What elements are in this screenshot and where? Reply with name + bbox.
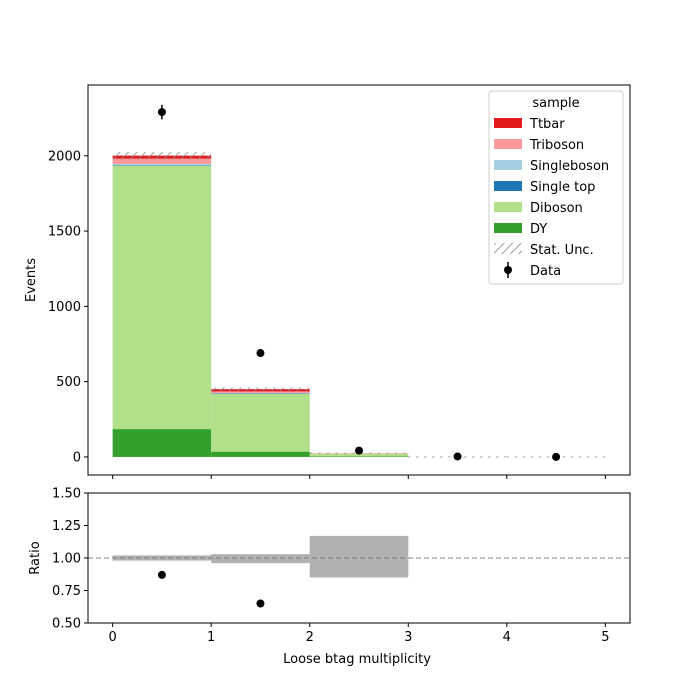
- ratio-ytick-label-2: 1.00: [52, 552, 81, 567]
- legend-frame: [488, 90, 624, 285]
- ratio-y-axis-ticks: 0.50 0.75 1.00 1.25 1.50: [52, 487, 88, 632]
- legend-marker-data: [504, 262, 512, 278]
- bar-triboson-bin-1: [211, 391, 310, 393]
- legend-swatch-single-top: [494, 181, 522, 191]
- bar-triboson-bin-0: [112, 158, 212, 164]
- legend-swatch-diboson: [494, 202, 522, 212]
- ratio-y-axis-label: Ratio: [28, 541, 43, 574]
- data-point-2: [355, 446, 363, 455]
- legend-label-singleboson: Singleboson: [530, 159, 609, 174]
- legend-swatch-dy: [494, 223, 522, 233]
- bar-diboson-bin-2: [309, 453, 409, 457]
- legend-title: sample: [532, 96, 579, 111]
- main-y-axis-ticks: 0 500 1000 1500 2000: [48, 149, 88, 465]
- ratio-point-1: [256, 599, 265, 608]
- bar-singleboson-bin-1: [211, 392, 310, 394]
- ratio-xtick-label-5: 5: [601, 630, 609, 645]
- ratio-xtick-label-4: 4: [503, 630, 511, 645]
- legend: sample Ttbar Triboson Singleboson Single…: [488, 90, 624, 285]
- bar-dy-bin-0: [112, 429, 212, 457]
- legend-swatch-ttbar: [494, 118, 522, 128]
- stacked-bars: [112, 155, 409, 457]
- main-ytick-label-2: 1000: [48, 300, 81, 315]
- legend-swatch-stat-unc: [494, 243, 522, 254]
- legend-swatch-singleboson: [494, 160, 522, 170]
- ratio-unc-band: [112, 535, 409, 578]
- bar-single-top-bin-0: [112, 165, 212, 166]
- ratio-ytick-label-1: 0.75: [52, 584, 81, 599]
- bar-dy-bin-1: [211, 451, 310, 457]
- stat-unc-bin-1: [211, 387, 310, 391]
- legend-label-dy: DY: [530, 222, 547, 237]
- data-point-1: [256, 349, 265, 358]
- data-point-4: [552, 452, 561, 461]
- ratio-point-0: [157, 570, 166, 579]
- bar-dy-bin-2: [309, 456, 409, 457]
- ratio-panel: 0.50 0.75 1.00 1.25 1.50 0 1 2 3 4 5 Ratio Loose …: [28, 487, 631, 667]
- main-ytick-label-1: 500: [56, 375, 81, 390]
- main-ytick-label-4: 2000: [48, 149, 81, 164]
- legend-swatch-triboson: [494, 139, 522, 149]
- ratio-xtick-label-0: 0: [108, 630, 116, 645]
- ratio-points: [157, 570, 265, 608]
- legend-label-single-top: Single top: [530, 180, 595, 195]
- data-point-0: [157, 108, 166, 117]
- legend-label-diboson: Diboson: [530, 201, 583, 216]
- data-points: [157, 104, 561, 461]
- ratio-band-bin-2: [309, 535, 409, 578]
- data-point-3: [453, 452, 462, 461]
- main-ytick-label-3: 1500: [48, 225, 81, 240]
- ratio-xtick-label-1: 1: [207, 630, 215, 645]
- bar-singleboson-bin-0: [112, 163, 212, 166]
- ratio-ytick-label-0: 0.50: [52, 617, 81, 632]
- ratio-band-bin-1: [211, 554, 310, 564]
- ratio-x-axis-ticks: 0 1 2 3 4 5: [108, 623, 610, 645]
- stat-unc-bin-0: [112, 151, 212, 160]
- bar-single-top-bin-1: [211, 393, 310, 394]
- main-y-axis-label: Events: [24, 258, 39, 302]
- legend-label-ttbar: Ttbar: [529, 117, 565, 132]
- main-x-axis-ticks: [112, 475, 606, 479]
- bar-diboson-bin-1: [211, 393, 310, 452]
- ratio-xtick-label-3: 3: [404, 630, 412, 645]
- legend-label-triboson: Triboson: [529, 138, 584, 153]
- bar-diboson-bin-0: [112, 165, 212, 430]
- main-plot-frame: [87, 84, 631, 476]
- ratio-ytick-label-4: 1.50: [52, 487, 81, 502]
- x-axis-label: Loose btag multiplicity: [283, 652, 431, 667]
- main-ytick-label-0: 0: [73, 450, 81, 465]
- main-panel: 0 500 1000 1500 2000 Events sample Ttbar Tri…: [24, 84, 631, 479]
- ratio-xtick-label-2: 2: [306, 630, 314, 645]
- legend-label-stat-unc: Stat. Unc.: [530, 243, 594, 258]
- ratio-ytick-label-3: 1.25: [52, 519, 81, 534]
- legend-label-data: Data: [530, 264, 561, 279]
